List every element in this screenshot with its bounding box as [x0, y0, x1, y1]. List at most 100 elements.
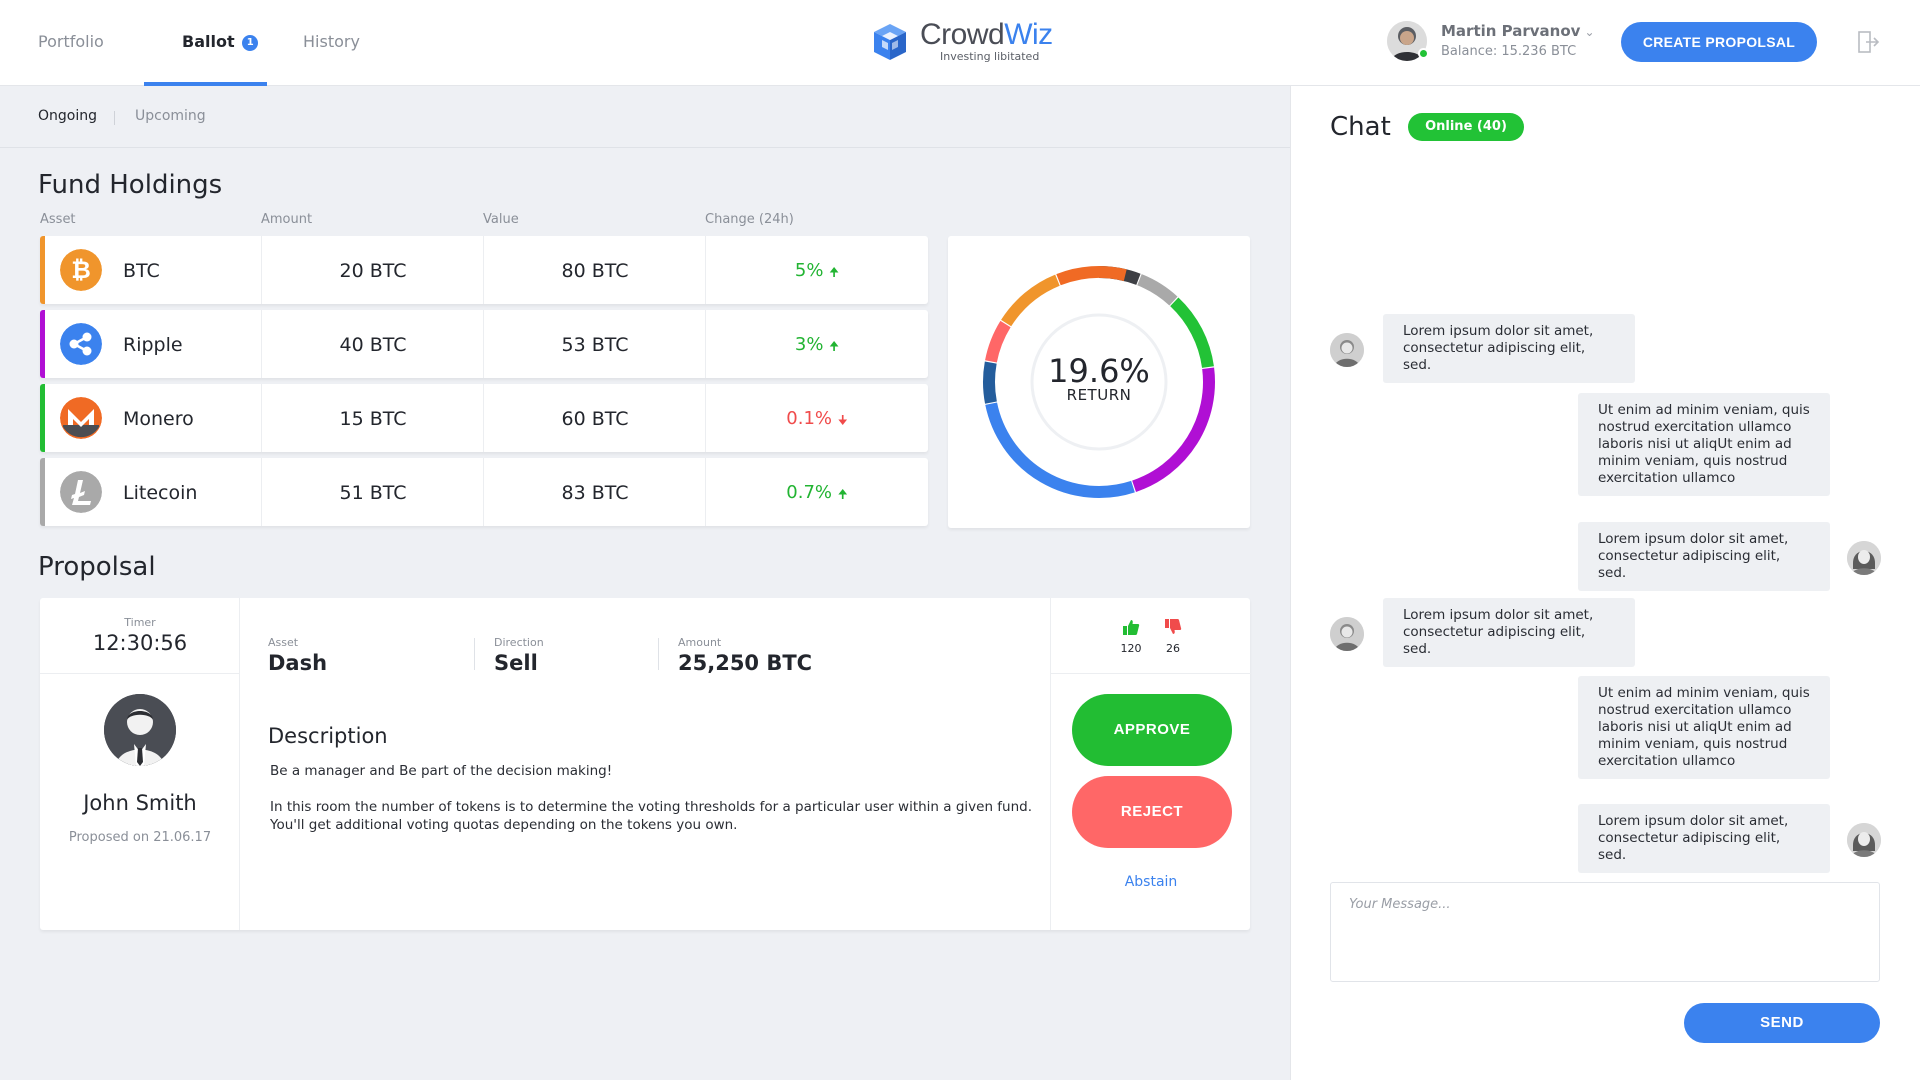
- user-avatar[interactable]: [1387, 21, 1427, 61]
- proposal-amount: 25,250 BTC: [678, 651, 813, 675]
- nav-tab-portfolio[interactable]: Portfolio: [38, 0, 104, 86]
- timer-value: 12:30:56: [92, 631, 188, 655]
- return-value: 19.6%: [1048, 352, 1150, 390]
- meta-divider: [474, 638, 475, 670]
- description-text-1: Be a manager and Be part of the decision…: [270, 763, 613, 779]
- column-header-value: Value: [483, 212, 519, 227]
- row-accent-bar: [40, 458, 45, 526]
- description-text-2: In this room the number of tokens is to …: [270, 799, 1033, 833]
- holding-row-litecoin[interactable]: Litecoin 51 BTC 83 BTC 0.7% 🠉: [40, 458, 928, 526]
- donut-inner-ring: [1030, 313, 1168, 451]
- column-header-change: Change (24h): [705, 212, 794, 227]
- asset-amount: 51 BTC: [339, 482, 407, 504]
- proposer-panel: Timer 12:30:56 John Smith Proposed on 21…: [40, 598, 240, 930]
- asset-name: Ripple: [123, 334, 183, 356]
- svg-text:₿: ₿: [71, 256, 91, 284]
- thumbs-down-icon: [1165, 619, 1182, 634]
- chat-avatar: [1330, 333, 1364, 367]
- user-avatar-icon: [1387, 21, 1427, 61]
- chat-message-input[interactable]: [1330, 882, 1880, 982]
- cell-divider: [483, 236, 484, 304]
- ballot-subtabs: Ongoing Upcoming: [0, 86, 1290, 148]
- chevron-down-icon: ⌄: [1584, 25, 1595, 39]
- arrow-up-icon: 🠉: [837, 487, 848, 501]
- donut-segment: [985, 320, 1011, 363]
- donut-segment: [1137, 274, 1178, 306]
- row-accent-bar: [40, 384, 45, 452]
- chat-message: Lorem ipsum dolor sit amet, consectetur …: [1383, 598, 1635, 667]
- active-tab-indicator: [144, 82, 267, 86]
- chat-message: Lorem ipsum dolor sit amet, consectetur …: [1383, 314, 1635, 383]
- cube-logo-icon: [874, 24, 906, 60]
- woman-avatar-icon: [1847, 541, 1881, 575]
- proposal-card: Timer 12:30:56 John Smith Proposed on 21…: [40, 598, 1251, 930]
- cell-divider: [261, 310, 262, 378]
- cell-divider: [483, 384, 484, 452]
- top-navigation-bar: Portfolio Ballot 1 History CrowdWiz Inve…: [0, 0, 1920, 86]
- panel-divider: [1051, 673, 1251, 674]
- bitcoin-icon: ₿: [60, 249, 102, 291]
- ballot-count-badge: 1: [242, 35, 259, 51]
- online-count-badge: Online (40): [1408, 113, 1524, 141]
- donut-segment: [1001, 274, 1060, 327]
- asset-value: 53 BTC: [561, 334, 629, 356]
- chat-message: Ut enim ad minim veniam, quis nostrud ex…: [1578, 393, 1830, 496]
- upvote-count: 120: [1120, 642, 1142, 655]
- chat-avatar: [1847, 541, 1881, 575]
- fund-holdings-title: Fund Holdings: [38, 170, 223, 200]
- subtab-ongoing[interactable]: Ongoing: [38, 108, 97, 124]
- person-avatar-icon: [104, 694, 176, 766]
- chat-message: Lorem ipsum dolor sit amet, consectetur …: [1578, 804, 1830, 873]
- donut-segment: [985, 402, 1135, 498]
- asset-change: 0.1% 🠋: [786, 408, 848, 429]
- reject-button[interactable]: REJECT: [1072, 776, 1232, 848]
- send-button[interactable]: SEND: [1684, 1003, 1880, 1043]
- downvote[interactable]: 26: [1153, 618, 1193, 655]
- nav-tab-ballot[interactable]: Ballot 1: [182, 0, 259, 86]
- user-menu[interactable]: Martin Parvanov ⌄: [1441, 22, 1595, 40]
- direction-label: Direction: [494, 636, 544, 649]
- arrow-up-icon: 🠉: [829, 339, 840, 353]
- panel-divider: [40, 673, 240, 674]
- cell-divider: [483, 310, 484, 378]
- proposal-asset: Dash: [268, 651, 328, 675]
- amount-label: Amount: [678, 636, 722, 649]
- proposer-name: John Smith: [83, 791, 197, 815]
- chat-message: Lorem ipsum dolor sit amet, consectetur …: [1578, 522, 1830, 591]
- cell-divider: [483, 458, 484, 526]
- user-online-indicator: [1418, 48, 1429, 59]
- approve-button[interactable]: APPROVE: [1072, 694, 1232, 766]
- asset-amount: 40 BTC: [339, 334, 407, 356]
- return-donut-card: 19.6% RETURN: [948, 236, 1250, 528]
- row-accent-bar: [40, 236, 45, 304]
- holding-row-ripple[interactable]: Ripple 40 BTC 53 BTC 3% 🠉: [40, 310, 928, 378]
- chat-title: Chat: [1330, 112, 1391, 142]
- arrow-down-icon: 🠋: [837, 413, 848, 427]
- create-proposal-button[interactable]: CREATE PROPOLSAL: [1621, 22, 1817, 62]
- abstain-link[interactable]: Abstain: [1124, 874, 1178, 890]
- holding-row-btc[interactable]: ₿ BTC 20 BTC 80 BTC 5% 🠉: [40, 236, 928, 304]
- cell-divider: [705, 384, 706, 452]
- asset-change: 5% 🠉: [794, 260, 840, 281]
- asset-value: 83 BTC: [561, 482, 629, 504]
- upvote[interactable]: 120: [1111, 618, 1151, 655]
- downvote-count: 26: [1166, 642, 1180, 655]
- nav-tab-ballot-label: Ballot: [182, 32, 235, 51]
- description-title: Description: [268, 724, 388, 748]
- nav-tab-history[interactable]: History: [303, 0, 360, 86]
- return-label: RETURN: [1066, 386, 1132, 404]
- logout-icon[interactable]: [1856, 30, 1880, 54]
- subtab-upcoming[interactable]: Upcoming: [135, 108, 206, 124]
- column-header-asset: Asset: [40, 212, 76, 227]
- cell-divider: [705, 236, 706, 304]
- asset-name: Litecoin: [123, 482, 198, 504]
- chat-panel: Chat Online (40) Lorem ipsum dolor sit a…: [1290, 86, 1920, 1080]
- arrow-up-icon: 🠉: [829, 265, 840, 279]
- holding-row-monero[interactable]: Monero 15 BTC 60 BTC 0.1% 🠋: [40, 384, 928, 452]
- proposal-direction: Sell: [494, 651, 538, 675]
- asset-value: 60 BTC: [561, 408, 629, 430]
- man-avatar-icon: [1330, 333, 1364, 367]
- thumbs-up-icon: [1123, 620, 1140, 635]
- cell-divider: [261, 384, 262, 452]
- donut-segment: [1132, 367, 1215, 492]
